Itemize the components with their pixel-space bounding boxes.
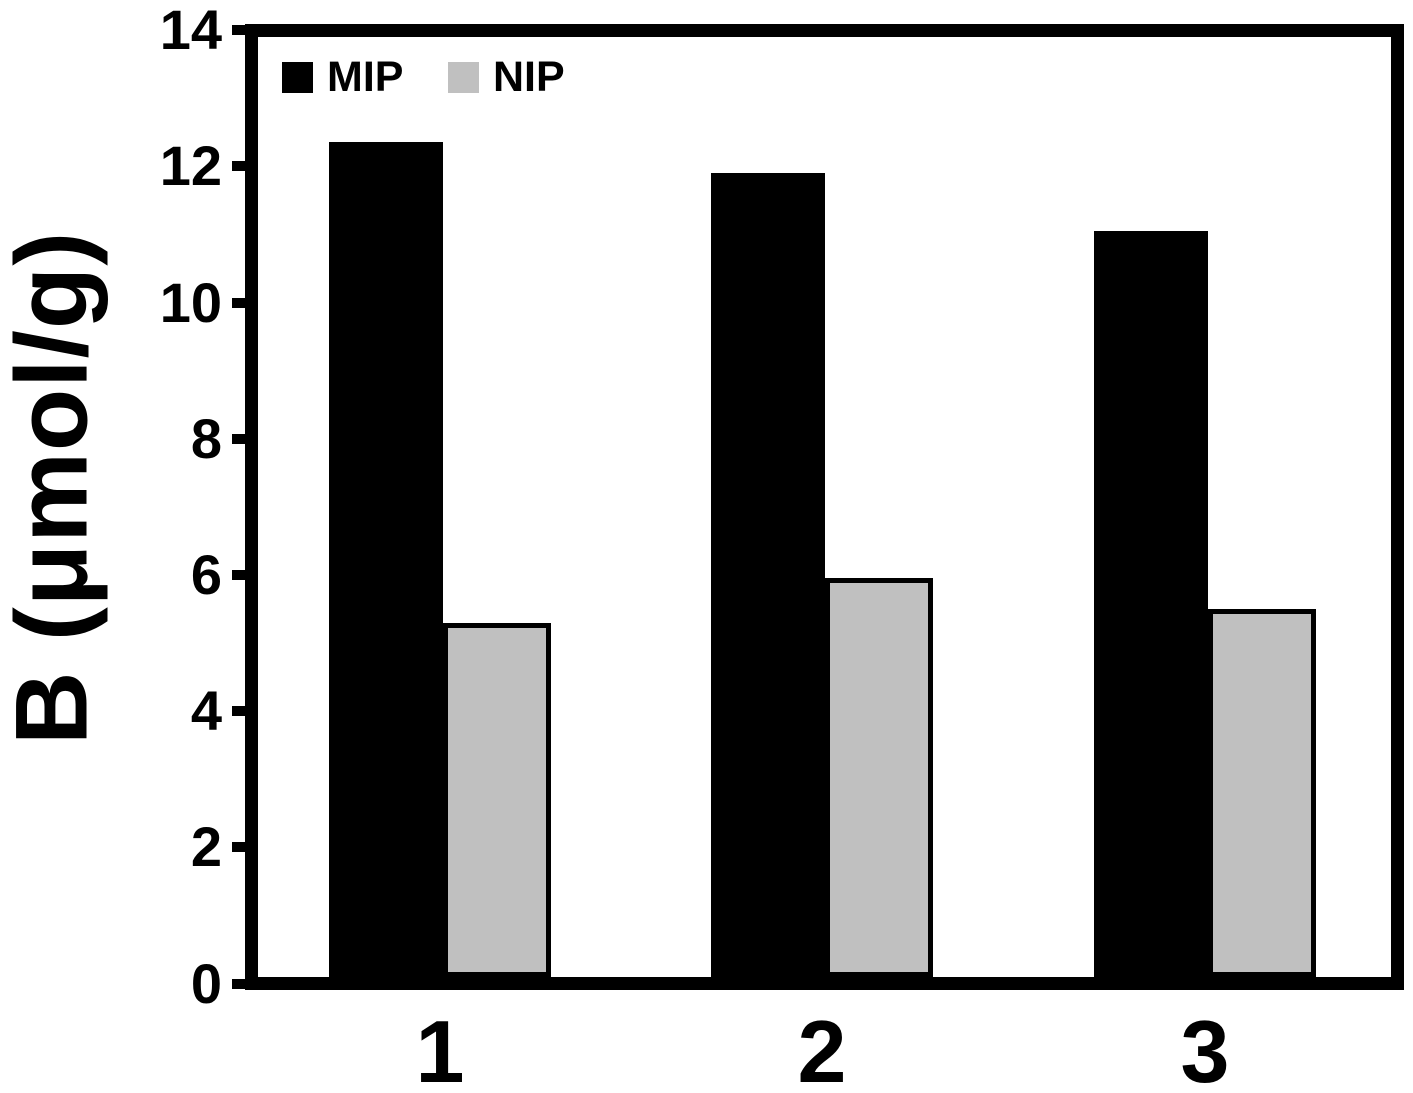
x-tick-label-1: 1 xyxy=(415,1002,465,1093)
bar-nip-group-3 xyxy=(1208,608,1316,977)
y-tick-mark-0 xyxy=(232,978,245,989)
legend-label-nip: NIP xyxy=(493,53,565,101)
y-tick-mark-6 xyxy=(232,569,245,580)
y-tick-label-8: 8 xyxy=(190,406,222,470)
bar-mip-group-2 xyxy=(711,173,825,977)
y-tick-label-14: 14 xyxy=(159,0,222,62)
bar-mip-group-3 xyxy=(1094,230,1208,977)
x-tick-label-3: 3 xyxy=(1180,1002,1230,1093)
y-tick-label-10: 10 xyxy=(159,270,222,334)
y-tick-label-12: 12 xyxy=(159,134,222,198)
legend-swatch-mip xyxy=(282,62,313,93)
y-tick-mark-4 xyxy=(232,706,245,717)
bar-mip-group-1 xyxy=(329,142,443,977)
y-tick-mark-14 xyxy=(232,25,245,36)
y-tick-mark-8 xyxy=(232,433,245,444)
bar-nip-group-1 xyxy=(443,622,551,977)
x-tick-label-2: 2 xyxy=(797,1002,847,1093)
y-tick-mark-2 xyxy=(232,842,245,853)
y-tick-label-4: 4 xyxy=(190,679,222,743)
plot-area-frame xyxy=(245,24,1404,990)
legend-swatch-nip xyxy=(448,62,479,93)
y-tick-mark-12 xyxy=(232,161,245,172)
y-tick-label-2: 2 xyxy=(190,815,222,879)
y-tick-mark-10 xyxy=(232,297,245,308)
y-tick-label-6: 6 xyxy=(190,542,222,606)
bar-nip-group-2 xyxy=(825,578,933,977)
y-tick-label-0: 0 xyxy=(190,951,222,1015)
legend-label-mip: MIP xyxy=(327,53,404,101)
